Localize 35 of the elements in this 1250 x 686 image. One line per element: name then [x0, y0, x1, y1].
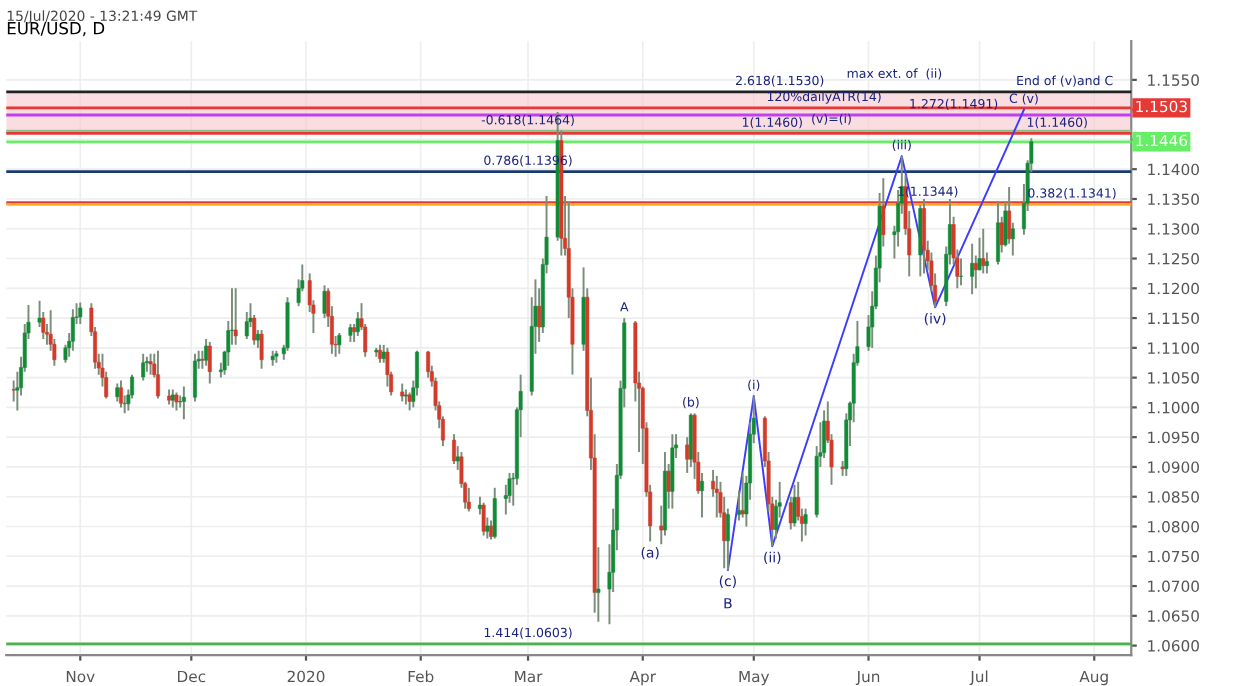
candlestick — [148, 352, 153, 376]
candlestick — [970, 242, 975, 296]
candlestick — [714, 474, 719, 519]
candlestick — [144, 355, 149, 373]
candlestick — [452, 433, 456, 465]
candlestick — [492, 486, 497, 540]
candlestick — [244, 311, 249, 340]
candlestick — [11, 379, 16, 403]
candlestick — [156, 349, 160, 400]
candlestick — [70, 308, 75, 352]
candlestick — [141, 352, 146, 382]
candlestick — [996, 200, 1000, 266]
candlestick — [78, 301, 83, 325]
candlestick — [959, 257, 963, 287]
line-series — [726, 108, 1025, 571]
candlestick — [481, 501, 486, 537]
candlestick — [792, 483, 797, 528]
candlestick — [918, 203, 923, 278]
candlestick — [385, 346, 390, 388]
chart-title: EUR/USD, D — [7, 21, 105, 37]
candlestick — [981, 227, 986, 275]
candlestick — [466, 486, 471, 513]
candlestick — [322, 284, 327, 320]
candlestick — [803, 507, 808, 537]
candlestick — [337, 331, 342, 355]
candlestick — [233, 287, 238, 346]
candlestick — [355, 311, 360, 337]
candlestick — [922, 198, 926, 275]
candlestick — [285, 296, 290, 352]
candlestick — [193, 352, 197, 403]
candlestick — [119, 379, 123, 409]
candlestick — [426, 349, 431, 379]
candlestick — [207, 340, 212, 385]
candlestick — [740, 471, 745, 519]
candlestick — [670, 433, 675, 510]
